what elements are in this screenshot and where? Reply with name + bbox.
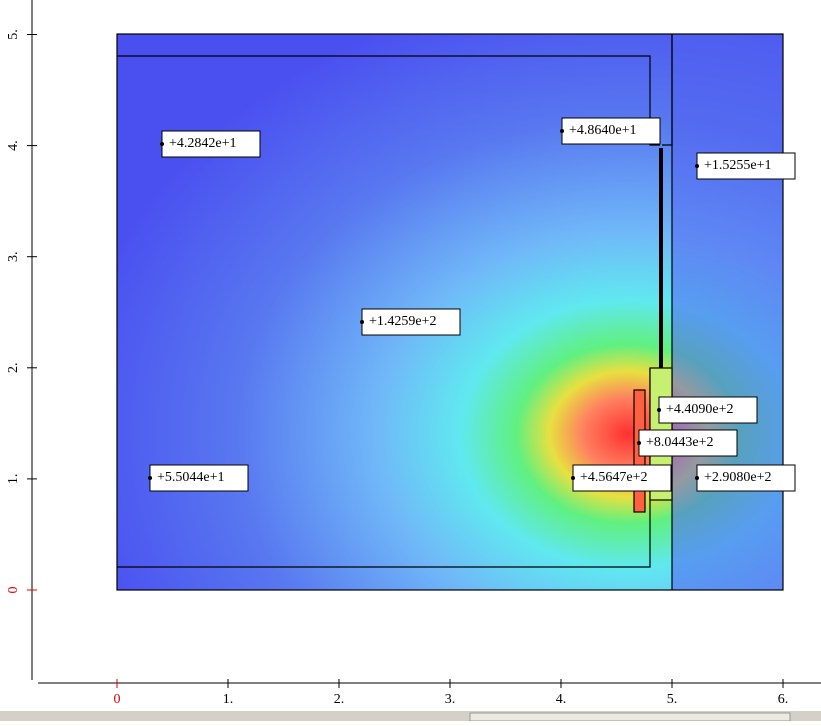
x-tick-label: 1. [223,692,234,707]
probe-label: +8.0443e+2 [646,435,714,450]
x-tick-label: 3. [445,692,456,707]
probe-label: +2.9080e+2 [704,470,772,485]
probe-label: +4.4090e+2 [666,402,734,417]
probe-box [638,429,738,457]
scrollbar[interactable] [0,711,821,721]
probe-point [695,164,699,168]
y-tick-label: 4. [6,140,21,151]
probe-label: +4.5647e+2 [580,470,648,485]
y-tick-label: 3. [6,251,21,262]
probe-label: +4.8640e+1 [569,123,637,138]
probe-point [160,142,164,146]
probe-point [657,408,661,412]
x-tick-label: 0 [114,692,121,707]
probe-point [695,476,699,480]
probe-point [571,476,575,480]
y-tick-label: 5. [6,29,21,40]
probe-point [637,441,641,445]
probe-point [560,129,564,133]
probe-box [561,117,661,145]
probe-box [696,464,796,492]
scroll-thumb[interactable] [469,712,791,722]
probe-box [361,308,461,336]
x-tick-label: 4. [556,692,567,707]
probe-label: +1.4259e+2 [369,314,437,329]
y-tick-label: 2. [6,363,21,374]
probe-point [148,476,152,480]
probe-label: +4.2842e+1 [169,136,237,151]
probe-box [572,464,672,492]
y-tick-label: 1. [6,474,21,485]
probe-box [658,396,758,424]
y-tick-label: 0 [6,587,21,594]
x-tick-label: 5. [667,692,678,707]
probe-box [149,464,249,492]
x-tick-label: 6. [778,692,789,707]
probe-point [360,320,364,324]
x-tick-label: 2. [334,692,345,707]
probe-label: +1.5255e+1 [704,158,772,173]
probe-label: +5.5044e+1 [157,470,225,485]
air-region [672,34,783,590]
probe-box [161,130,261,158]
